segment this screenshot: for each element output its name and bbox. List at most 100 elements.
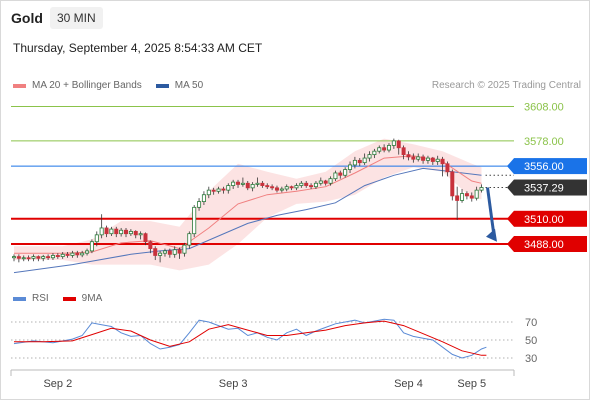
candle-body	[158, 252, 163, 256]
ma20-swatch	[13, 83, 26, 88]
x-tick-label: Sep 2	[43, 378, 72, 390]
level-label-3556.00: 3556.00	[524, 161, 564, 173]
candle-body	[109, 228, 114, 235]
candle-body	[401, 147, 406, 156]
x-tick-label: Sep 4	[394, 378, 423, 390]
level-label-3608.00: 3608.00	[524, 102, 564, 114]
candle-body	[31, 256, 36, 259]
x-tick-label: Sep 3	[219, 378, 248, 390]
candle-body	[430, 157, 435, 162]
candle-body	[313, 182, 318, 188]
candle-body	[260, 182, 265, 186]
level-label-3510.00: 3510.00	[524, 214, 564, 226]
candle-body	[65, 253, 70, 256]
candle-body	[221, 188, 226, 191]
level-label-3488.00: 3488.00	[524, 239, 564, 251]
candle-body	[382, 147, 387, 151]
legend-item-ma20: MA 20 + Bollinger Bands	[13, 80, 142, 91]
candle-body	[99, 227, 104, 236]
candle-body	[279, 188, 284, 191]
candle-body	[94, 234, 99, 243]
candle-body	[450, 171, 455, 197]
interval-badge[interactable]: 30 MIN	[50, 7, 103, 29]
candle-body	[41, 256, 46, 259]
candle-body	[197, 201, 202, 208]
candle-body	[255, 182, 260, 185]
candle-body	[104, 227, 109, 235]
bollinger-band	[14, 138, 482, 271]
price-tag-3488.00	[514, 236, 587, 252]
level-label-3578.00: 3578.00	[524, 136, 564, 148]
candle-body	[36, 256, 41, 259]
rsi-ma-swatch	[62, 296, 76, 301]
rsi-swatch	[13, 296, 26, 301]
legend-item-ma50: MA 50	[155, 80, 204, 91]
candle-body	[250, 184, 255, 189]
candle-body	[50, 255, 55, 259]
candle-body	[377, 147, 382, 152]
candle-body	[421, 156, 426, 161]
candle-body	[177, 249, 182, 254]
price-tag-3537.29	[514, 179, 587, 196]
candle-body	[265, 185, 270, 188]
price-legend: MA 20 + Bollinger Bands MA 50	[13, 80, 217, 91]
candle-body	[338, 172, 343, 176]
ma50-swatch	[155, 83, 169, 88]
price-tag-3556.00	[514, 158, 587, 175]
rsi-level-label: 70	[525, 317, 537, 329]
price-tag-3510.00	[514, 210, 587, 227]
candle-body	[440, 158, 445, 165]
candle-body	[138, 233, 143, 236]
level-label-3537.29: 3537.29	[524, 183, 564, 195]
forecast-arrow-head	[486, 228, 497, 242]
price-tag-pointer	[507, 236, 514, 252]
candle-body	[416, 156, 421, 160]
candle-body	[357, 159, 362, 164]
candle-body	[343, 169, 348, 176]
candle-body	[192, 206, 197, 235]
candle-body	[367, 154, 372, 159]
candle-body	[89, 241, 94, 252]
legend-item-rsi: RSI	[13, 293, 49, 304]
candle-body	[284, 186, 289, 190]
candle-body	[182, 244, 187, 254]
candle-body	[391, 140, 396, 146]
x-tick-label: Sep 5	[457, 378, 486, 390]
candle-body	[128, 230, 133, 235]
candle-body	[172, 249, 177, 255]
candle-body	[26, 257, 31, 260]
legend-label: 9MA	[81, 293, 103, 304]
candle-body	[75, 252, 80, 256]
legend-label: MA 50	[174, 80, 204, 91]
candle-body	[309, 185, 314, 188]
candle-body	[304, 182, 309, 186]
candle-body	[469, 195, 474, 199]
candle-body	[148, 241, 153, 249]
candle-body	[133, 230, 138, 236]
candle-body	[270, 186, 275, 189]
candle-body	[119, 229, 124, 235]
candle-body	[372, 150, 377, 156]
candle-body	[406, 154, 411, 158]
candle-body	[435, 158, 440, 162]
ma50-line	[13, 167, 482, 274]
candle-body	[328, 178, 333, 184]
candle-body	[236, 181, 241, 185]
candle-body	[240, 182, 245, 185]
legend-item-9ma: 9MA	[62, 293, 103, 304]
symbol-title: Gold	[11, 10, 43, 26]
candle-body	[187, 233, 192, 246]
candle-body	[245, 182, 250, 189]
candle-body	[114, 228, 119, 235]
candle-body	[85, 250, 90, 254]
forecast-arrow-shaft	[486, 187, 496, 236]
candle-body	[460, 193, 465, 201]
candle-body	[274, 187, 279, 191]
price-tag-pointer	[507, 179, 514, 196]
price-tag-pointer	[507, 158, 514, 175]
rsi-legend: RSI 9MA	[13, 293, 116, 304]
candle-body	[201, 194, 206, 203]
candle-body	[55, 255, 60, 258]
candle-body	[16, 256, 21, 259]
